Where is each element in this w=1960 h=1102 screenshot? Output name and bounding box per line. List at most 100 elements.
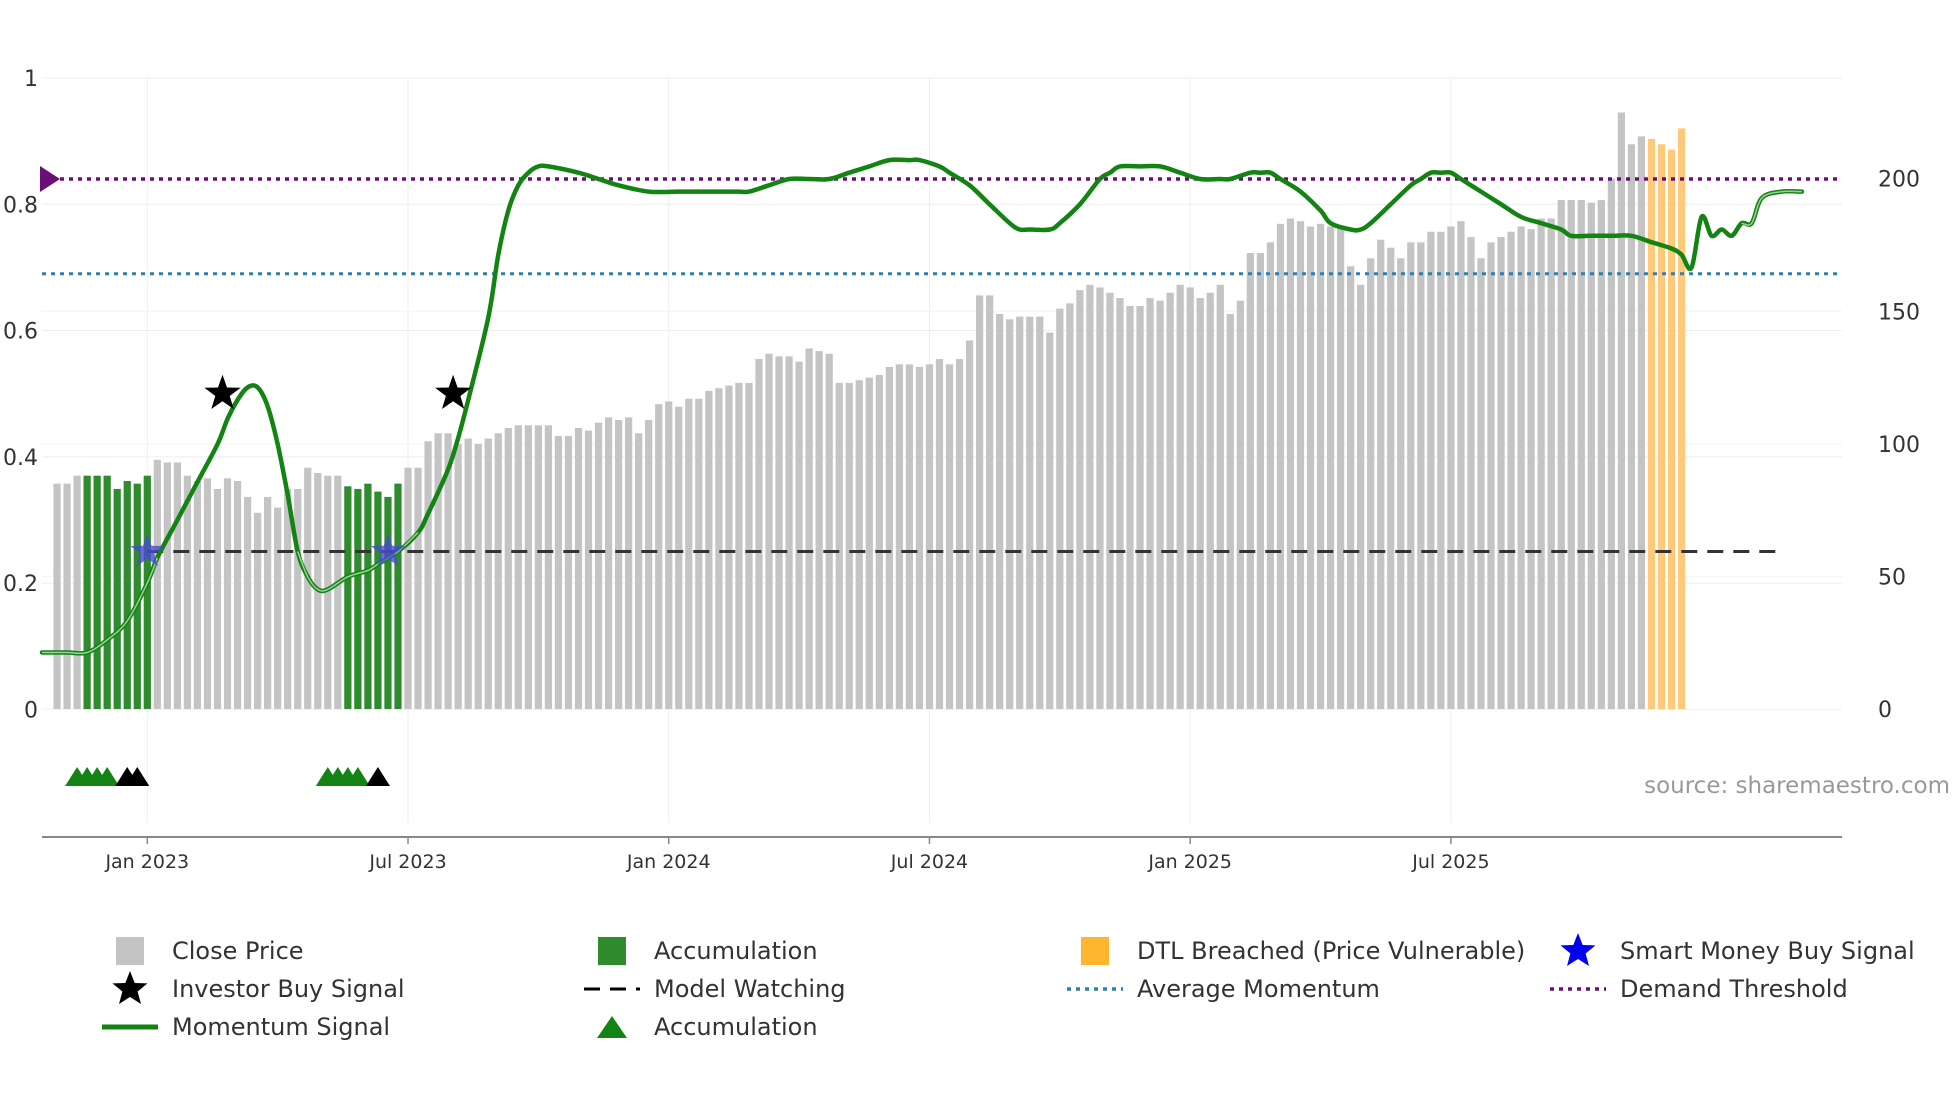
price-bar bbox=[885, 366, 893, 709]
price-bar bbox=[1176, 284, 1184, 709]
price-bar bbox=[1016, 316, 1024, 709]
price-bar bbox=[645, 420, 653, 709]
price-bar bbox=[143, 475, 151, 709]
price-bar bbox=[895, 364, 903, 709]
price-bar bbox=[1026, 316, 1034, 709]
price-bar bbox=[965, 340, 974, 709]
price-bar bbox=[133, 483, 141, 709]
price-bar bbox=[1296, 221, 1305, 709]
price-bar bbox=[1256, 252, 1264, 709]
price-bar bbox=[1587, 202, 1595, 709]
price-bar bbox=[1557, 199, 1565, 709]
price-bar bbox=[955, 359, 964, 709]
price-bar bbox=[625, 417, 633, 709]
price-bar bbox=[1647, 138, 1656, 709]
price-bar bbox=[845, 382, 853, 709]
price-bar bbox=[1397, 258, 1405, 709]
y-right-tick-label: 50 bbox=[1878, 565, 1906, 590]
price-bar bbox=[304, 467, 312, 709]
price-bar bbox=[1507, 231, 1515, 709]
price-bar bbox=[1407, 242, 1415, 709]
price-bar bbox=[83, 475, 91, 709]
price-bar bbox=[203, 478, 212, 709]
price-bar bbox=[1347, 266, 1355, 709]
price-bar bbox=[1417, 242, 1425, 709]
price-bar bbox=[253, 512, 262, 709]
price-bar bbox=[925, 364, 934, 709]
price-bar bbox=[1597, 199, 1605, 709]
price-bar bbox=[514, 425, 522, 709]
price-bar bbox=[1677, 128, 1686, 709]
price-bar bbox=[865, 377, 873, 709]
price-bar bbox=[123, 480, 131, 709]
investor-buy-signal bbox=[204, 374, 241, 409]
price-bar bbox=[1056, 308, 1064, 709]
price-bar bbox=[1046, 332, 1054, 709]
price-bar bbox=[705, 390, 713, 709]
price-bar bbox=[1336, 226, 1345, 709]
signal-markers bbox=[65, 374, 472, 786]
price-bar bbox=[354, 488, 362, 709]
price-bar bbox=[1036, 316, 1044, 709]
price-bar bbox=[1286, 218, 1295, 709]
price-bar bbox=[755, 359, 763, 709]
y-left-tick-label: 1 bbox=[24, 67, 38, 92]
price-bar bbox=[1166, 292, 1174, 709]
price-bar bbox=[815, 351, 823, 709]
price-bar bbox=[685, 398, 693, 709]
demand-threshold-marker bbox=[40, 166, 60, 193]
price-bar bbox=[324, 475, 332, 709]
x-tick-label: Jan 2024 bbox=[626, 851, 711, 873]
price-bar bbox=[1657, 144, 1666, 709]
price-bar bbox=[1276, 223, 1285, 709]
price-bar bbox=[1096, 287, 1104, 709]
price-bar bbox=[334, 475, 342, 709]
price-bar bbox=[1246, 252, 1254, 709]
price-bar bbox=[564, 435, 573, 709]
price-bar bbox=[534, 425, 542, 709]
accumulation-marker bbox=[95, 767, 120, 786]
price-bar bbox=[604, 417, 613, 709]
price-bar bbox=[775, 356, 783, 709]
price-bar bbox=[875, 374, 883, 709]
price-bar bbox=[1667, 149, 1676, 709]
price-bar bbox=[785, 356, 793, 709]
price-bar bbox=[454, 443, 462, 709]
price-bar bbox=[975, 295, 984, 709]
price-bar bbox=[554, 435, 563, 709]
price-bar bbox=[1547, 218, 1555, 709]
price-bar bbox=[424, 441, 432, 709]
price-bar bbox=[444, 433, 452, 709]
price-bar bbox=[1086, 284, 1094, 709]
price-bar bbox=[945, 364, 954, 709]
price-bar bbox=[1487, 242, 1495, 709]
price-bar bbox=[374, 491, 382, 709]
x-tick-label: Jul 2024 bbox=[890, 851, 968, 873]
price-bar bbox=[1206, 292, 1214, 709]
price-bar bbox=[1517, 226, 1525, 709]
price-bar bbox=[1527, 229, 1535, 709]
price-bar bbox=[594, 422, 603, 709]
y-left-tick-label: 0.8 bbox=[3, 193, 38, 218]
price-bar bbox=[494, 433, 502, 709]
price-bar bbox=[835, 382, 843, 709]
price-bar bbox=[243, 496, 252, 709]
price-bar bbox=[344, 486, 352, 709]
price-bar bbox=[213, 488, 222, 709]
y-right-tick-label: 150 bbox=[1878, 300, 1920, 325]
price-bar bbox=[715, 388, 723, 709]
investor-buy-signal bbox=[435, 374, 472, 409]
price-bar bbox=[1136, 306, 1144, 709]
price-bar bbox=[1377, 239, 1385, 709]
price-bar bbox=[1617, 112, 1625, 709]
price-bar bbox=[1316, 223, 1325, 709]
price-bar bbox=[1497, 237, 1505, 709]
price-bar bbox=[986, 295, 994, 709]
price-bar bbox=[53, 483, 61, 709]
price-bar bbox=[384, 496, 392, 709]
axes: Jan 2023 Jul 2023 Jan 2024 Jul 2024 Jan 2025… bbox=[3, 67, 1920, 873]
y-left-tick-label: 0.2 bbox=[3, 572, 38, 597]
price-bar bbox=[675, 406, 683, 709]
price-bar bbox=[996, 313, 1004, 709]
